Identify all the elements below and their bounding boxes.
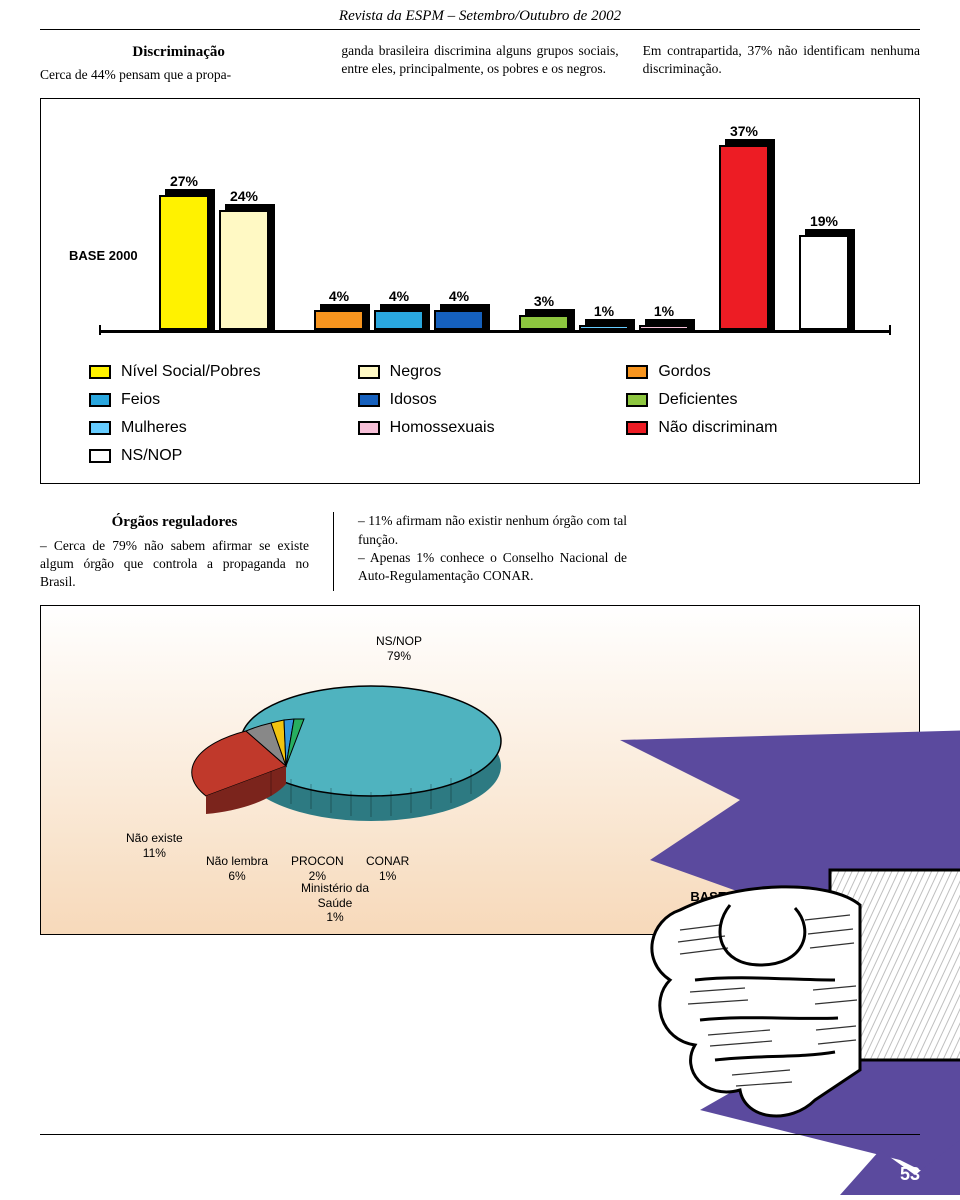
legend-label: NS/NOP <box>121 447 182 465</box>
bar-value-label: 1% <box>579 303 629 319</box>
bar: 24% <box>219 210 269 330</box>
pie-label-nsnop: NS/NOP 79% <box>376 634 422 663</box>
top-col-3: Em contrapartida, 37% não identificam ne… <box>643 42 920 84</box>
bar-chart-box: BASE 2000 27%24%4%4%4%3%1%1%37%19% Nível… <box>40 98 920 484</box>
legend-swatch <box>626 393 648 407</box>
top-col1-body: Cerca de 44% pensam que a propa- <box>40 66 317 84</box>
legend-label: Deficientes <box>658 391 737 409</box>
legend-swatch <box>89 449 111 463</box>
legend-item: Gordos <box>626 363 871 381</box>
pie-chart-box: NS/NOP 79% Não existe 11% Não lembra 6% … <box>40 605 920 935</box>
page-number: 53 <box>900 1164 920 1185</box>
header-text: Revista da ESPM – Setembro/Outubro de 20… <box>339 8 621 24</box>
pie-label-ms: Ministério da Saúde 1% <box>301 881 369 924</box>
bar-value-label: 3% <box>519 293 569 309</box>
pie-label-nao-lembra: Não lembra 6% <box>206 854 268 883</box>
bar: 1% <box>579 325 629 330</box>
bar-base-label: BASE 2000 <box>69 248 138 263</box>
bar-value-label: 27% <box>159 173 209 189</box>
bar-value-label: 4% <box>374 288 424 304</box>
mid-col-3 <box>651 512 920 591</box>
footer-rule <box>40 1134 920 1135</box>
legend-item: Mulheres <box>89 419 334 437</box>
legend-swatch <box>358 393 380 407</box>
bar-baseline <box>99 330 891 333</box>
bar-legend: Nível Social/Pobres Negros Gordos Feios Idos… <box>59 363 901 465</box>
legend-label: Mulheres <box>121 419 187 437</box>
pie-base-label: BASE 2000 <box>690 889 759 904</box>
pie-chart-svg <box>191 661 511 861</box>
pie-label-procon: PROCON 2% <box>291 854 344 883</box>
bar: 37% <box>719 145 769 330</box>
legend-swatch <box>358 365 380 379</box>
legend-label: Idosos <box>390 391 437 409</box>
bar-value-label: 19% <box>799 213 849 229</box>
legend-item: NS/NOP <box>89 447 334 465</box>
page-header: Revista da ESPM – Setembro/Outubro de 20… <box>40 0 920 30</box>
mid-col2-body: – 11% afirmam não existir nenhum órgão c… <box>358 512 627 585</box>
legend-swatch <box>626 421 648 435</box>
bar-value-label: 24% <box>219 188 269 204</box>
legend-item: Nível Social/Pobres <box>89 363 334 381</box>
mid-text-row: Órgãos reguladores – Cerca de 79% não sa… <box>0 484 960 599</box>
legend-item: Não discriminam <box>626 419 871 437</box>
pie-label-nao-existe: Não existe 11% <box>126 831 183 860</box>
top-col-1: Discriminação Cerca de 44% pensam que a … <box>40 42 317 84</box>
bar-value-label: 4% <box>314 288 364 304</box>
bar: 27% <box>159 195 209 330</box>
legend-label: Homossexuais <box>390 419 495 437</box>
legend-swatch <box>358 421 380 435</box>
orgaos-title: Órgãos reguladores <box>40 512 309 532</box>
mid-col-2: – 11% afirmam não existir nenhum órgão c… <box>358 512 627 591</box>
bar-value-label: 4% <box>434 288 484 304</box>
legend-swatch <box>89 393 111 407</box>
legend-label: Feios <box>121 391 160 409</box>
bar: 19% <box>799 235 849 330</box>
legend-item: Negros <box>358 363 603 381</box>
legend-item: Homossexuais <box>358 419 603 437</box>
mid-col1-body: – Cerca de 79% não sabem afirmar se exis… <box>40 537 309 592</box>
pie-label-conar: CONAR 1% <box>366 854 409 883</box>
legend-label: Negros <box>390 363 442 381</box>
top-text-row: Discriminação Cerca de 44% pensam que a … <box>0 30 960 92</box>
bar: 1% <box>639 325 689 330</box>
bar-value-label: 1% <box>639 303 689 319</box>
legend-label: Não discriminam <box>658 419 777 437</box>
bar-chart-area: BASE 2000 27%24%4%4%4%3%1%1%37%19% <box>119 113 881 333</box>
top-col-2: ganda brasileira discrimina alguns grupo… <box>341 42 618 84</box>
mid-col-1: Órgãos reguladores – Cerca de 79% não sa… <box>40 512 309 591</box>
discrim-title: Discriminação <box>40 42 317 62</box>
legend-item: Deficientes <box>626 391 871 409</box>
bar: 4% <box>314 310 364 330</box>
legend-swatch <box>626 365 648 379</box>
bar: 4% <box>374 310 424 330</box>
legend-label: Gordos <box>658 363 710 381</box>
legend-item: Idosos <box>358 391 603 409</box>
legend-swatch <box>89 365 111 379</box>
legend-item: Feios <box>89 391 334 409</box>
bar: 4% <box>434 310 484 330</box>
legend-swatch <box>89 421 111 435</box>
legend-label: Nível Social/Pobres <box>121 363 261 381</box>
bar: 3% <box>519 315 569 330</box>
bar-value-label: 37% <box>719 123 769 139</box>
top-col2-body: ganda brasileira discrimina alguns grupo… <box>341 42 618 78</box>
divider <box>333 512 334 591</box>
top-col3-body: Em contrapartida, 37% não identificam ne… <box>643 42 920 78</box>
